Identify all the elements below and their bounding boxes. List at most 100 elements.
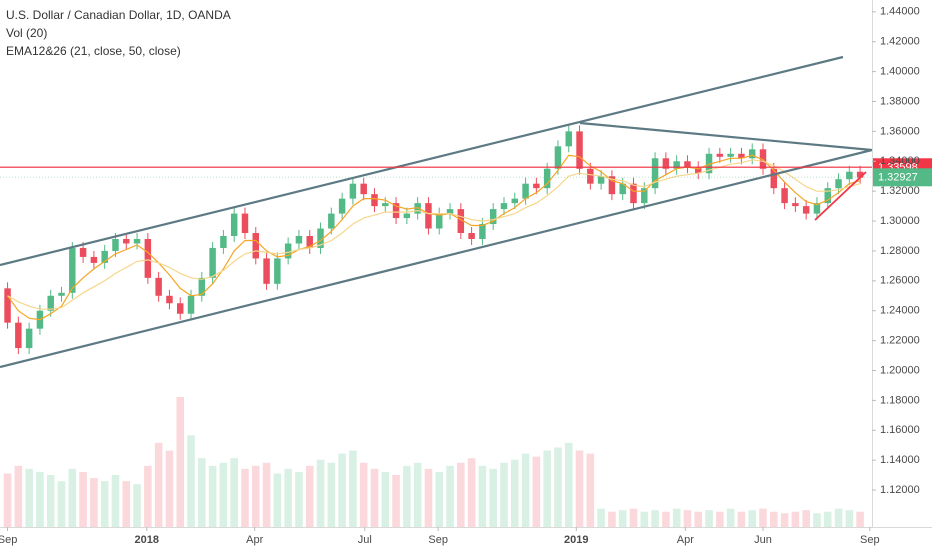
indicator-label: EMA12&26 (21, close, 50, close) [6, 44, 181, 58]
volume-bar [111, 475, 120, 527]
volume-bar [251, 465, 260, 527]
candle-body [263, 258, 270, 284]
candle-body [856, 171, 864, 178]
price-label: 1.32927 [878, 172, 918, 184]
volume-bar [198, 458, 206, 527]
x-tick-label: Apr [246, 534, 263, 546]
candle-body [101, 250, 108, 263]
candle-body [166, 295, 173, 304]
candle-body [209, 247, 216, 278]
volume-bar [629, 508, 638, 527]
volume-bar [90, 478, 98, 527]
candle-body [90, 256, 98, 263]
volume-bar [716, 511, 724, 527]
candle-body [241, 213, 249, 234]
x-tick-label: 2019 [564, 534, 588, 546]
candle-body [414, 203, 421, 214]
candle-body [587, 168, 594, 184]
x-tick-label: Sep [0, 534, 17, 546]
y-tick-label: 1.44000 [880, 6, 920, 18]
volume-bar [759, 508, 767, 527]
volume-bar [338, 453, 346, 527]
candle-body [543, 168, 551, 189]
candle-body [813, 203, 821, 214]
candle-body [252, 233, 260, 259]
candle-body [651, 158, 659, 189]
candle-body [306, 235, 313, 248]
candle-body [349, 183, 357, 199]
indicator-label: Vol (20) [6, 26, 47, 40]
volume-bar [651, 510, 659, 527]
candle-body [155, 277, 162, 296]
volume-bar [46, 475, 55, 527]
x-tick-label: Sep [428, 534, 448, 546]
volume-bar [662, 511, 670, 527]
volume-bar [726, 508, 735, 527]
channel-top [0, 55, 844, 267]
volume-bar [532, 456, 541, 527]
volume-bar [133, 484, 141, 527]
volume-bar [856, 511, 864, 527]
x-tick-label: Sep [860, 534, 880, 546]
volume-bar [316, 459, 325, 527]
y-tick-label: 1.28000 [880, 245, 920, 257]
x-tick-label: 2018 [135, 534, 159, 546]
candle-body [781, 188, 788, 204]
volume-bar [521, 453, 530, 527]
candle-body [274, 258, 281, 284]
volume-bar [219, 462, 228, 527]
candle-body [684, 161, 691, 168]
volume-bar [478, 465, 487, 527]
volume-bar [575, 450, 584, 527]
candle-body [436, 213, 443, 229]
volume-bar [284, 468, 292, 527]
candle-body [500, 203, 508, 210]
candle-body [112, 238, 119, 251]
y-tick-label: 1.16000 [880, 424, 920, 436]
volume-bar [273, 473, 282, 527]
candle-body [824, 188, 831, 204]
drawings [0, 55, 873, 369]
volume-bar [802, 510, 810, 527]
candle-body [468, 233, 475, 239]
candle-body [4, 288, 11, 323]
candle-body [230, 213, 238, 236]
volume-bar [3, 473, 12, 527]
candle-body [727, 153, 734, 157]
candle-body [630, 183, 637, 204]
candle-body [360, 183, 367, 195]
y-tick-label: 1.42000 [880, 36, 920, 48]
candle-body [392, 203, 400, 219]
triangle-line [579, 121, 873, 152]
volume-bar [100, 481, 109, 527]
volume-bar [500, 462, 508, 527]
ema-line [7, 159, 861, 310]
volume-bar [435, 471, 444, 527]
candle-body [328, 213, 335, 229]
volume-bar [564, 442, 573, 527]
volume-bar [823, 511, 832, 527]
candle-body [176, 303, 184, 314]
candle-body [317, 228, 324, 248]
y-tick-label: 1.34000 [880, 155, 920, 167]
volume-bar [381, 471, 390, 527]
x-tick-label: Apr [677, 534, 694, 546]
volume-bar [608, 511, 616, 527]
volume-bar [424, 468, 433, 527]
volume-bar [262, 462, 271, 527]
volume-bar [446, 465, 454, 527]
y-tick-label: 1.18000 [880, 394, 920, 406]
candle-body [58, 292, 65, 296]
volume-bar [230, 458, 238, 527]
volume-bar [770, 511, 778, 527]
volume-bar [640, 511, 649, 527]
volume-bar [305, 465, 314, 527]
volume-bar [672, 508, 681, 527]
volume-bar [154, 442, 163, 527]
volume-bar [79, 471, 87, 527]
candle-body [446, 209, 454, 214]
candle-body [846, 171, 853, 180]
y-tick-label: 1.30000 [880, 215, 920, 227]
volume-bar [403, 465, 411, 527]
volume-bar [68, 468, 77, 527]
